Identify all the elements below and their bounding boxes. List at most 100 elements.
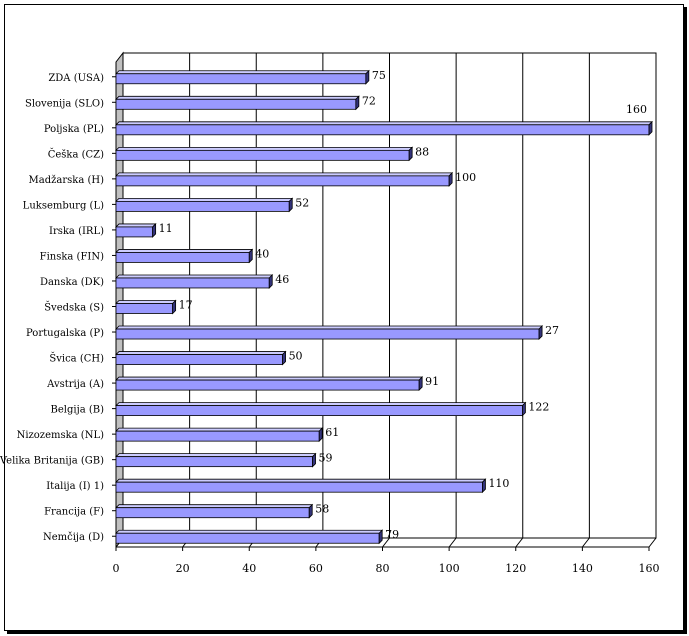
category-label: Češka (CZ) [48, 148, 104, 160]
category-label: ZDA (USA) [48, 73, 104, 84]
bar [115, 303, 174, 314]
bar-top [115, 504, 314, 509]
data-label: 58 [315, 503, 329, 516]
x-tick-label: 100 [439, 562, 460, 575]
bar-top [115, 478, 487, 483]
bar-top [115, 223, 157, 228]
floor-line [448, 537, 457, 548]
bar [115, 175, 450, 187]
bar [115, 354, 283, 365]
bar [115, 252, 250, 263]
data-label: 11 [159, 222, 173, 235]
bar-top [115, 376, 424, 381]
bar-end [152, 222, 157, 238]
back-plane [122, 52, 657, 539]
category-label: Slovenija (SLO) [25, 98, 104, 109]
bar-top [115, 197, 294, 202]
x-tick-label: 40 [242, 562, 256, 575]
x-tick-label: 0 [113, 562, 120, 575]
category-label: Portugalska (P) [26, 328, 104, 339]
bar [115, 124, 650, 136]
bar-top [115, 351, 287, 355]
data-label: 79 [385, 528, 399, 541]
bar-top [115, 146, 414, 151]
bar [115, 507, 310, 519]
bar [115, 149, 410, 161]
bar-top [115, 453, 317, 458]
floor-line [515, 537, 524, 548]
category-label: Italija (I) 1) [46, 481, 104, 492]
bar-end [355, 95, 360, 111]
data-labels: 75 72 160 88 100 52 11 40 46 17 27 50 91 122 61 59 110 58… [159, 69, 647, 541]
bars [115, 69, 653, 545]
x-tick-label: 20 [176, 562, 190, 575]
x-tick-label: 160 [639, 562, 660, 575]
bar-end [282, 350, 286, 366]
bar-end [378, 529, 383, 545]
bar-top [115, 325, 544, 330]
category-label: Danska (DK) [40, 277, 104, 288]
category-label: Velika Britanija (GB) [0, 456, 104, 467]
bar [115, 200, 290, 212]
floor-line [648, 537, 657, 548]
data-label: 52 [295, 196, 309, 209]
category-label: Nizozemska (NL) [17, 430, 105, 441]
bar-top [115, 274, 274, 279]
bar [115, 456, 313, 468]
data-label: 40 [255, 247, 269, 260]
bar-end [408, 146, 413, 162]
category-label: Nemčija (D) [43, 532, 104, 543]
bar [115, 481, 483, 493]
data-label: 27 [545, 324, 559, 337]
bar-top [115, 300, 177, 304]
bar-end [312, 452, 316, 468]
data-label: 100 [455, 171, 476, 184]
x-tick-label: 80 [376, 562, 390, 575]
bar-top [115, 121, 653, 126]
bar-end [308, 503, 313, 519]
floor-line [382, 537, 390, 548]
category-label: Madžarska (H) [29, 175, 105, 186]
bar-end [248, 248, 253, 264]
x-tick-label: 120 [505, 562, 526, 575]
category-label: Avstrija (A) [46, 379, 104, 390]
category-label: Švedska (S) [44, 302, 104, 314]
bar [115, 405, 523, 417]
data-label: 91 [425, 375, 439, 388]
data-label: 160 [626, 103, 647, 116]
category-label: Poljska (PL) [44, 124, 104, 135]
data-label: 46 [275, 273, 289, 286]
bar-end [448, 171, 453, 187]
x-tick-label: 60 [309, 562, 323, 575]
bar-top [115, 70, 370, 75]
bar [115, 532, 380, 544]
bar [115, 226, 154, 238]
bar-end [172, 299, 177, 315]
bar [115, 73, 367, 85]
data-label: 72 [362, 94, 376, 107]
bar-end [418, 376, 423, 392]
data-label: 110 [488, 477, 509, 490]
bar-top [115, 529, 384, 534]
category-labels: ZDA (USA) Slovenija (SLO) Poljska (PL) Češk… [0, 73, 104, 543]
category-label: Belgija (B) [51, 405, 105, 416]
tick-labels: 0 20 40 60 80 100 120 140 160 [113, 562, 660, 575]
data-label: 50 [289, 350, 303, 363]
data-label: 61 [325, 426, 339, 439]
bar-end [648, 120, 653, 136]
category-label: Francija (F) [44, 507, 104, 518]
data-label: 122 [528, 401, 549, 414]
bar [115, 328, 540, 340]
bar-end [522, 401, 526, 417]
bar-top [115, 249, 254, 253]
bar-top [115, 95, 360, 100]
bar [115, 379, 420, 391]
x-tick-label: 140 [572, 562, 593, 575]
category-label: Irska (IRL) [49, 226, 104, 237]
bar-end [538, 325, 543, 340]
data-label: 59 [319, 452, 333, 465]
data-label: 88 [415, 145, 429, 158]
category-label: Luksemburg (L) [23, 200, 104, 211]
bar-top [115, 172, 454, 177]
bar [115, 98, 357, 110]
